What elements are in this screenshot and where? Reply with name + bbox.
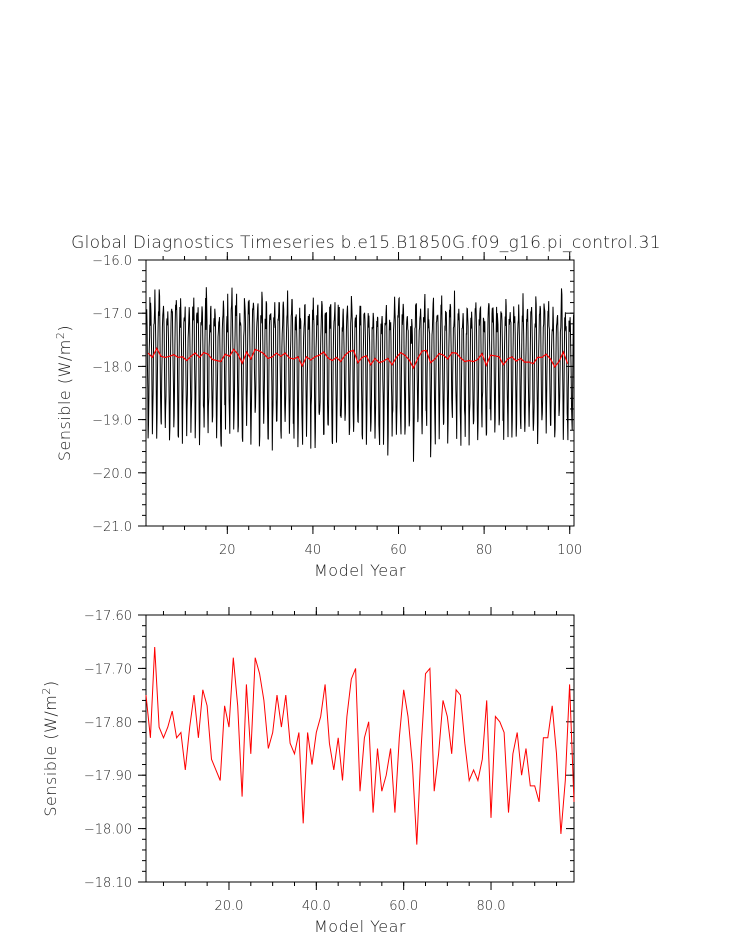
y-axis-label-close: ) [55,325,74,332]
annual-mean-line-bottom [145,646,575,845]
y-tick-label: −17.70 [84,662,132,677]
plot-frame [145,259,575,527]
x-tick-label: 40.0 [302,899,331,914]
y-tick-label: −17.90 [84,769,132,784]
y-axis-label-superscript: 2 [54,332,67,340]
y-tick-label: −18.00 [84,823,132,838]
y-tick-label: −18.10 [84,876,132,891]
x-tick-label: 100 [557,543,582,558]
x-tick-label: 80.0 [477,899,506,914]
y-tick-label: −17.80 [84,716,132,731]
y-tick-label: −18.0 [92,360,132,375]
chart-title: Global Diagnostics Timeseries b.e15.B185… [71,233,661,253]
y-axis-label-close: ) [41,680,60,687]
y-axis-label: Sensible (W/m2) [54,325,74,461]
x-axis-label: Model Year [314,561,406,580]
x-tick-label: 60.0 [389,899,418,914]
y-tick-label: −16.0 [92,254,132,269]
y-axis-label-superscript: 2 [40,687,53,695]
x-tick-label: 20 [219,543,236,558]
bottom-panel: −17.60 −17.70 −17.80 −17.90 −18.00 −18.10 20.0… [40,607,575,936]
y-tick-label: −20.0 [92,467,132,482]
annual-mean-line-top [147,346,569,370]
y-tick-label: −17.60 [84,609,132,624]
x-tick-label: 40 [305,543,322,558]
y-axis-label: Sensible (W/m2) [40,680,60,816]
x-tick-label: 60 [390,543,407,558]
top-panel: −16.0 −17.0 −18.0 −19.0 −20.0 −21.0 20 40 60 80 10… [54,252,582,580]
y-tick-label: −21.0 [92,520,132,535]
y-tick-label: −19.0 [92,414,132,429]
x-tick-label: 20.0 [215,899,244,914]
x-tick-label: 80 [476,543,493,558]
y-tick-label: −17.0 [92,307,132,322]
x-axis-label: Model Year [314,917,406,936]
monthly-series-line [145,287,575,462]
